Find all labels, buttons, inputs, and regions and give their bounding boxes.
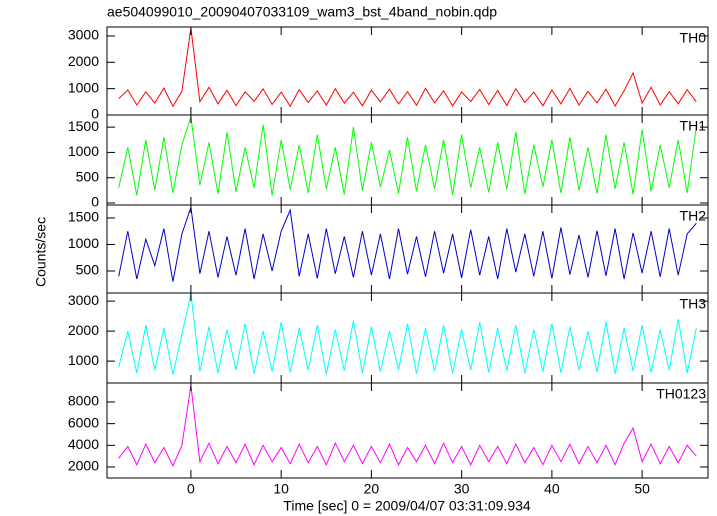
y-tick-label: 0 [91,106,99,122]
panel-label: TH0123 [656,386,706,402]
y-tick-label: 500 [76,168,100,184]
y-tick-label: 2000 [68,53,99,69]
data-line [118,207,697,282]
data-line [118,385,697,468]
y-tick-label: 500 [76,262,100,278]
x-tick-label: 40 [544,481,560,497]
y-tick-label: 2000 [68,458,99,474]
panel-frame [106,114,709,206]
panel-frame [106,204,709,294]
y-tick-label: 1000 [68,79,99,95]
y-tick-label: 6000 [68,414,99,430]
x-tick-label: 50 [634,481,650,497]
x-tick-label: 30 [454,481,470,497]
panel-label: TH3 [680,296,707,312]
panel-label: TH1 [680,118,707,134]
y-tick-label: 0 [91,194,99,210]
y-tick-label: 4000 [68,436,99,452]
data-line [118,28,697,108]
panel-label: TH2 [680,208,707,224]
x-tick-label: 20 [364,481,380,497]
y-tick-label: 3000 [68,292,99,308]
data-line [118,293,697,375]
y-tick-label: 8000 [68,393,99,409]
chart-title: ae504099010_20090407033109_wam3_bst_4ban… [107,4,497,20]
panel-frame [106,292,709,384]
y-axis-label: Counts/sec [33,217,49,287]
y-tick-label: 1500 [68,209,99,225]
x-tick-label: 10 [273,481,289,497]
y-tick-label: 1000 [68,352,99,368]
y-tick-label: 1000 [68,143,99,159]
y-tick-label: 3000 [68,27,99,43]
y-tick-label: 2000 [68,322,99,338]
y-tick-label: 1500 [68,118,99,134]
data-line [118,116,697,196]
y-tick-label: 1000 [68,235,99,251]
x-axis-label: Time [sec] 0 = 2009/04/07 03:31:09.934 [283,498,531,514]
x-tick-label: 0 [187,481,195,497]
panel-label: TH0 [680,30,707,46]
panel-frame [106,382,709,479]
